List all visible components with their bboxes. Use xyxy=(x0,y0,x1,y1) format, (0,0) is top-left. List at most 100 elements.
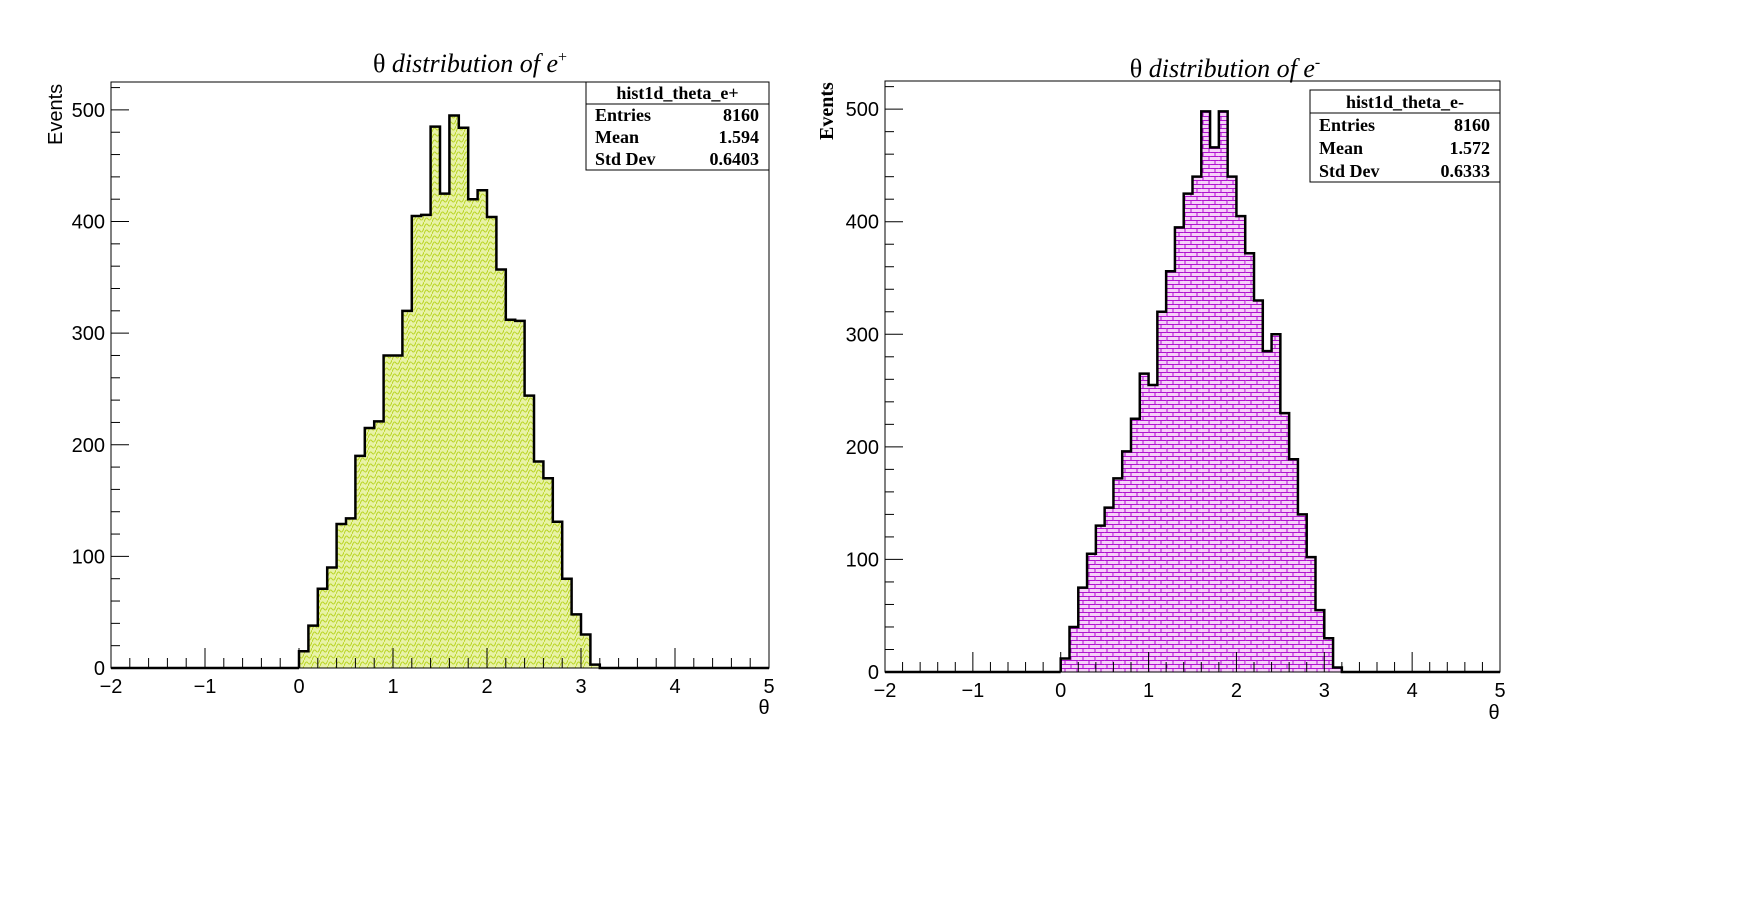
histogram-bar xyxy=(487,217,497,668)
histogram-bar xyxy=(1148,384,1158,672)
stats-box: hist1d_theta_e+Entries 8160 Mean 1.594 Std D… xyxy=(585,81,770,171)
histogram-bar xyxy=(364,428,375,668)
histogram-bar xyxy=(1254,300,1263,672)
histogram-bar xyxy=(430,126,440,668)
histogram-bar xyxy=(1078,587,1088,672)
histogram-bar xyxy=(1201,111,1211,672)
histogram-bar xyxy=(524,395,534,668)
histogram-bar xyxy=(1333,667,1342,672)
x-tick-label: 1 xyxy=(1143,680,1154,702)
histogram-bar xyxy=(1306,557,1316,672)
y-tick-label: 300 xyxy=(72,323,105,345)
stats-entries-value: 8160 xyxy=(1454,115,1490,135)
plot-frame xyxy=(110,81,770,669)
histogram-bar xyxy=(468,199,478,668)
histogram-bar xyxy=(308,625,318,668)
histogram-bar xyxy=(458,127,469,669)
title-text: distribution of e xyxy=(392,49,558,78)
histogram-bar xyxy=(1104,507,1114,672)
histogram-bar xyxy=(421,214,431,668)
x-tick-label: 5 xyxy=(1494,680,1505,702)
y-tick-label: 0 xyxy=(868,662,879,684)
chart-title: θ distribution of e+ xyxy=(373,49,567,78)
x-tick-label: 3 xyxy=(575,676,586,698)
y-tick-label: 500 xyxy=(72,100,105,122)
stats-std-dev-label: Std Dev xyxy=(1319,161,1380,181)
histogram-bar xyxy=(1289,459,1298,672)
y-tick-label: 0 xyxy=(94,658,105,680)
histogram-bars xyxy=(1060,111,1342,673)
histogram-bar xyxy=(374,421,384,668)
stats-mean-value: 1.594 xyxy=(719,127,760,147)
histogram-bar xyxy=(1087,553,1096,672)
y-axis: 0 100 200 300 400 500 xyxy=(846,86,903,684)
histogram-bar xyxy=(1139,373,1149,672)
x-tick-label: 5 xyxy=(763,676,774,698)
histogram-panel-e-plus: θ distribution of e+ Events θ −2 −1 0 1 2 3 4 5… xyxy=(45,49,775,719)
x-tick-label: 4 xyxy=(1407,680,1418,702)
histogram-bar xyxy=(1280,413,1290,672)
x-axis: −2 −1 0 1 2 3 4 5 xyxy=(100,648,775,698)
x-tick-label: −1 xyxy=(194,676,217,698)
histogram-bar xyxy=(1166,271,1175,672)
histogram-bar xyxy=(327,567,337,668)
histogram-bar xyxy=(543,478,553,668)
stats-box: hist1d_theta_e- Entries 8160 Mean 1.572 Std D… xyxy=(1309,89,1501,183)
histogram-bars xyxy=(299,115,600,669)
histogram-bar xyxy=(336,524,346,668)
histogram-bar xyxy=(515,320,525,668)
histogram-bar xyxy=(1183,193,1193,673)
x-tick-label: 0 xyxy=(1055,680,1066,702)
stats-mean-label: Mean xyxy=(595,127,639,147)
y-tick-label: 500 xyxy=(846,99,879,121)
histogram-bar xyxy=(383,355,393,668)
y-tick-label: 400 xyxy=(72,212,105,234)
stats-box-frame xyxy=(1309,89,1501,183)
stats-entries-value: 8160 xyxy=(723,105,759,125)
x-tick-label: −1 xyxy=(961,680,984,702)
histogram-bar xyxy=(355,455,365,668)
histogram-bar xyxy=(411,215,422,668)
x-axis-label: θ xyxy=(1488,702,1499,724)
histogram-bar xyxy=(581,634,591,668)
y-axis-label: Events xyxy=(45,84,67,145)
title-theta: θ xyxy=(373,49,392,78)
plot-frame xyxy=(884,80,1501,673)
histogram-bar xyxy=(1297,514,1307,672)
histogram-bar xyxy=(1174,227,1184,673)
stats-name: hist1d_theta_e- xyxy=(1346,92,1464,112)
histogram-bar xyxy=(1192,176,1202,672)
stats-entries-label: Entries xyxy=(595,105,651,125)
x-tick-label: 2 xyxy=(481,676,492,698)
stats-mean-value: 1.572 xyxy=(1450,138,1491,158)
y-axis: 0 100 200 300 400 500 xyxy=(72,87,129,680)
histogram-bar xyxy=(1271,334,1281,672)
histogram-bar xyxy=(1218,111,1228,672)
stats-box-frame xyxy=(585,81,770,171)
histogram-bar xyxy=(1262,351,1272,672)
histogram-bar xyxy=(1069,626,1079,672)
stats-std-dev-value: 0.6333 xyxy=(1441,161,1491,181)
histogram-bar xyxy=(1227,176,1237,672)
x-tick-label: 3 xyxy=(1319,680,1330,702)
stats-std-dev-label: Std Dev xyxy=(595,149,656,169)
histogram-bar xyxy=(402,310,412,668)
histogram-bar xyxy=(346,518,356,668)
histogram-bar xyxy=(1210,147,1219,673)
histogram-bar xyxy=(1157,311,1167,672)
histogram-bar xyxy=(496,269,506,668)
histogram-bar xyxy=(299,651,309,668)
histogram-bar xyxy=(1131,418,1140,672)
y-tick-label: 200 xyxy=(846,437,879,459)
histogram-bar xyxy=(534,461,544,668)
stats-name: hist1d_theta_e+ xyxy=(616,83,738,103)
x-tick-label: 4 xyxy=(669,676,680,698)
x-axis-label: θ xyxy=(758,697,769,719)
histogram-bar xyxy=(1060,658,1070,672)
histogram-bar xyxy=(505,319,516,668)
title-superscript: - xyxy=(1315,54,1320,71)
histogram-bar xyxy=(1245,253,1254,672)
x-tick-label: −2 xyxy=(874,680,897,702)
histogram-bar xyxy=(1236,216,1246,673)
